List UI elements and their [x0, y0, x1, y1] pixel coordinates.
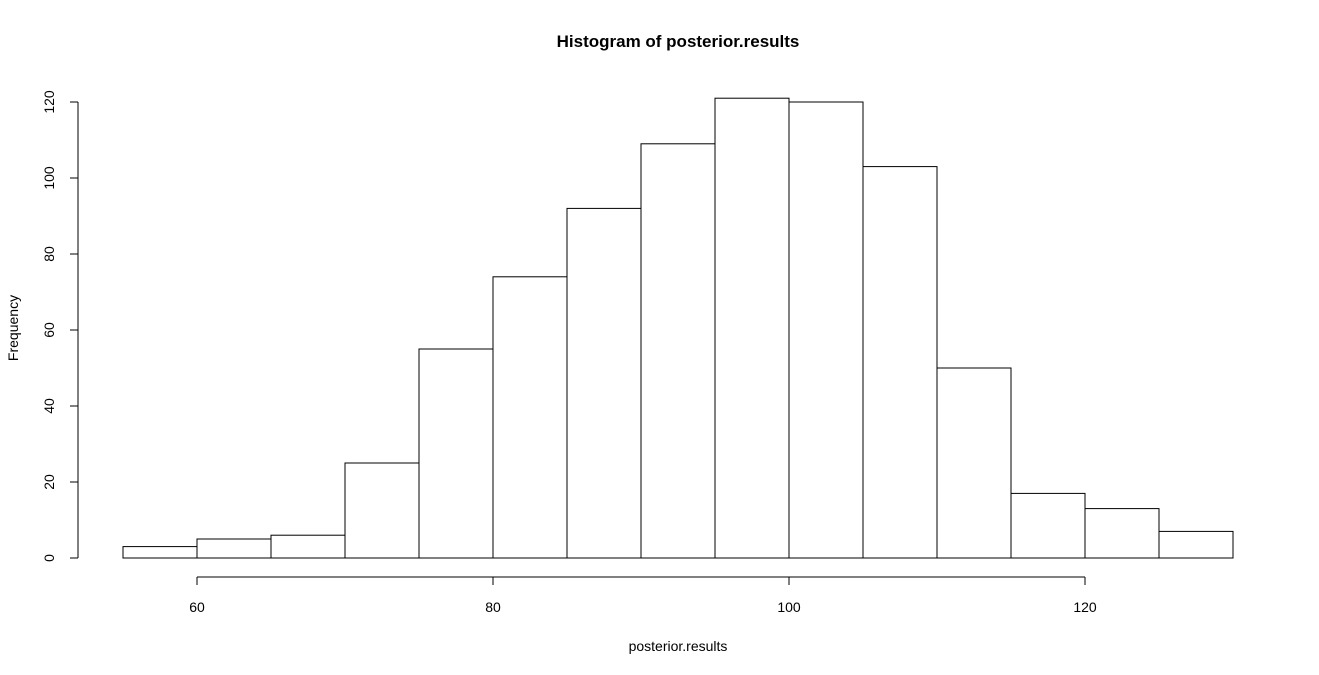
- y-tick-label: 20: [41, 474, 57, 490]
- histogram-bar: [862, 166, 938, 559]
- histogram-bar: [566, 207, 642, 559]
- y-axis: 0 20 40 60 80 100 120: [41, 90, 79, 562]
- histogram-bar: [788, 101, 864, 559]
- x-tick-label: 100: [777, 599, 801, 615]
- x-tick-label: 60: [189, 599, 205, 615]
- bars-group: [122, 97, 1234, 559]
- x-axis-label: posterior.results: [629, 638, 728, 654]
- y-tick-label: 100: [41, 166, 57, 190]
- y-tick-label: 40: [41, 398, 57, 414]
- histogram-bar: [1158, 530, 1234, 559]
- histogram-bar: [418, 348, 494, 559]
- y-axis-label: Frequency: [5, 295, 21, 361]
- x-tick-label: 80: [485, 599, 501, 615]
- x-tick-label: 120: [1073, 599, 1097, 615]
- histogram-bar: [492, 276, 568, 559]
- y-tick-label: 60: [41, 322, 57, 338]
- histogram-bar: [344, 462, 420, 559]
- histogram-bar: [714, 97, 790, 559]
- histogram-bar: [936, 367, 1012, 559]
- histogram-bar: [1010, 492, 1086, 559]
- y-tick-label: 80: [41, 246, 57, 262]
- histogram-bar: [640, 143, 716, 559]
- histogram-bar: [1084, 508, 1160, 559]
- y-tick-label: 120: [41, 90, 57, 114]
- histogram-bar: [196, 538, 272, 559]
- histogram-bar: [122, 546, 198, 559]
- chart-title: Histogram of posterior.results: [557, 32, 800, 51]
- histogram-bar: [270, 534, 346, 559]
- x-axis: 60 80 100 120: [189, 576, 1097, 615]
- y-tick-label: 0: [41, 554, 57, 562]
